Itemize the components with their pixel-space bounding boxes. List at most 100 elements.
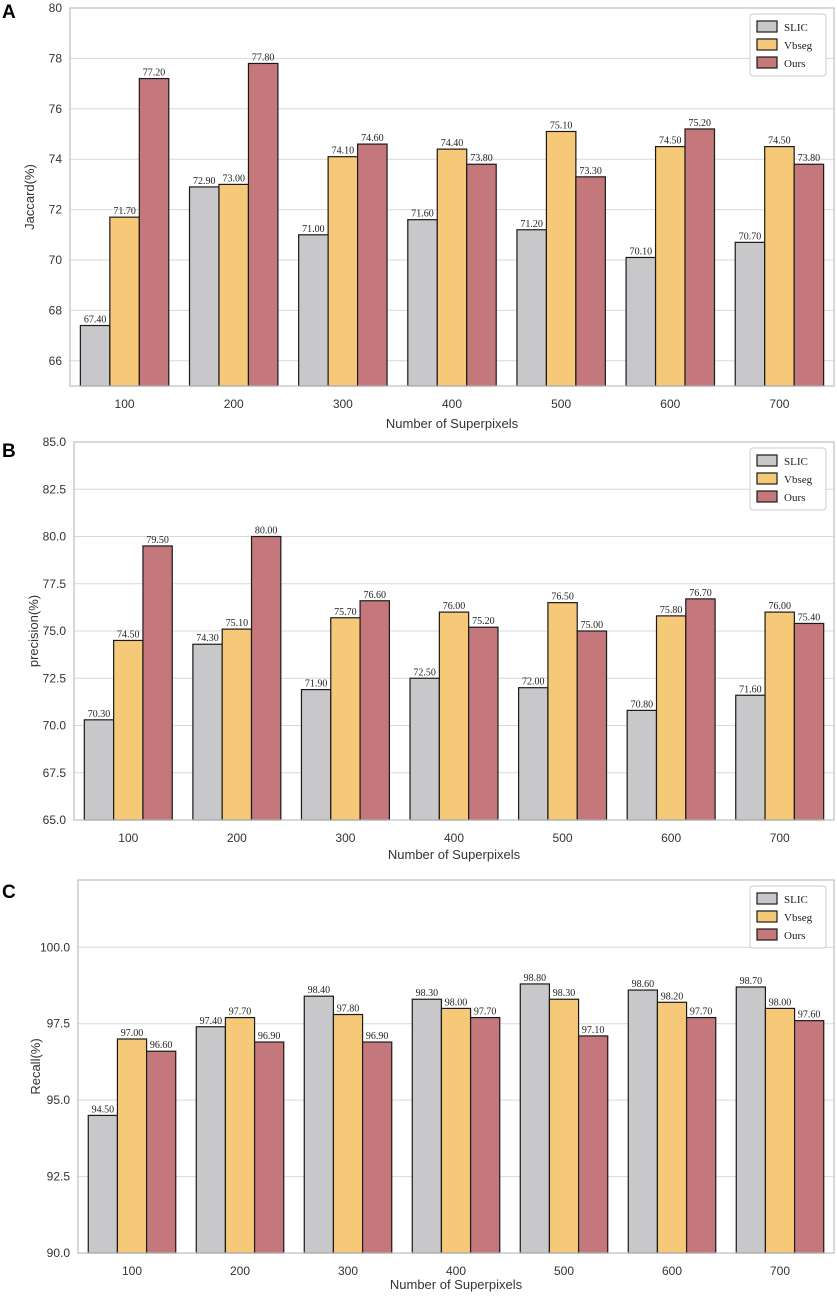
legend-label-ours: Ours	[784, 58, 805, 70]
bar-vbseg-300	[332, 1013, 364, 1254]
data-label: 98.30	[416, 988, 439, 999]
data-label: 70.70	[739, 231, 762, 242]
bar-slic-200	[195, 1026, 227, 1254]
data-label: 98.20	[661, 991, 684, 1002]
bar-ours-300	[356, 143, 388, 387]
data-label: 75.10	[226, 618, 249, 629]
legend: SLIC Vbseg Ours	[749, 13, 827, 77]
plot-frame	[73, 441, 835, 821]
bar-slic-600	[625, 256, 657, 387]
legend-swatch-ours	[756, 490, 778, 503]
data-label: 96.60	[150, 1040, 173, 1051]
bar-ours-100	[145, 1050, 177, 1254]
bar-vbseg-400	[438, 611, 470, 821]
bar-ours-500	[577, 1035, 609, 1254]
bar-ours-200	[247, 62, 279, 387]
x-tick-label: 700	[769, 397, 789, 411]
y-tick-label: 72.5	[43, 671, 67, 685]
y-tick-label: 92.5	[47, 1170, 71, 1184]
data-label: 80.00	[255, 526, 278, 537]
data-label: 96.90	[258, 1031, 281, 1042]
legend-swatch-vbseg	[756, 38, 778, 51]
y-tick-label: 78	[49, 51, 63, 65]
bar-vbseg-700	[764, 1007, 796, 1254]
bar-vbseg-500	[548, 998, 580, 1254]
data-label: 98.70	[740, 976, 763, 987]
y-tick-label: 80.0	[43, 530, 67, 544]
bar-ours-300	[359, 600, 391, 821]
bar-ours-100	[138, 77, 170, 387]
x-tick-label: 500	[551, 397, 571, 411]
data-label: 75.10	[550, 120, 573, 131]
y-tick-label: 77.5	[43, 577, 67, 591]
bar-slic-300	[303, 995, 335, 1254]
bar-ours-100	[142, 545, 173, 821]
data-label: 75.20	[472, 616, 495, 627]
y-tick-label: 74	[49, 152, 63, 166]
bar-vbseg-500	[545, 130, 577, 387]
y-axis-label: Recall(%)	[28, 1038, 43, 1094]
data-label: 70.30	[88, 709, 111, 720]
bar-vbseg-700	[764, 611, 795, 821]
bar-slic-400	[407, 219, 438, 387]
chart-panel-b: B 65.0 67.5 70.0 72.5 75.0 77.5 80.0 82.5 85.0 100…	[2, 435, 835, 862]
data-label: 97.40	[200, 1016, 223, 1027]
bar-vbseg-500	[547, 602, 578, 821]
data-label: 98.00	[769, 997, 792, 1008]
bar-vbseg-200	[218, 183, 250, 387]
legend-label-vbseg: Vbseg	[784, 474, 813, 486]
bar-ours-200	[253, 1041, 285, 1254]
data-label: 71.60	[739, 684, 762, 695]
bar-slic-600	[627, 989, 659, 1254]
x-tick-label: 100	[118, 831, 138, 845]
data-label: 98.80	[524, 973, 547, 984]
data-label: 73.80	[798, 153, 821, 164]
data-label: 71.60	[411, 209, 434, 220]
data-label: 73.00	[222, 173, 245, 184]
data-label: 67.40	[84, 315, 107, 326]
bar-slic-700	[735, 986, 767, 1254]
y-axis-label: Jaccard(%)	[22, 164, 37, 230]
data-label: 73.30	[579, 166, 602, 177]
legend-swatch-slic	[756, 20, 778, 33]
legend-swatch-vbseg	[756, 910, 778, 923]
data-label: 98.60	[632, 979, 655, 990]
data-label: 71.90	[305, 679, 328, 690]
x-tick-label: 300	[335, 831, 355, 845]
bar-vbseg-300	[330, 617, 361, 821]
y-tick-label: 85.0	[43, 435, 67, 449]
bar-slic-200	[188, 186, 220, 387]
data-label: 96.90	[366, 1031, 389, 1042]
y-tick-label: 75.0	[43, 624, 67, 638]
data-label: 77.20	[143, 68, 166, 79]
data-label: 76.50	[551, 592, 574, 603]
data-label: 97.70	[229, 1007, 252, 1018]
bar-slic-500	[516, 229, 548, 387]
x-tick-label: 100	[115, 397, 135, 411]
bar-vbseg-400	[436, 148, 468, 387]
bar-ours-200	[250, 535, 282, 821]
panel-letter: B	[2, 441, 16, 462]
x-axis-label: Number of Superpixels	[388, 847, 521, 862]
legend-label-slic: SLIC	[784, 456, 808, 468]
bar-slic-400	[409, 677, 440, 821]
x-tick-label: 500	[554, 1264, 574, 1278]
data-label: 77.80	[252, 52, 275, 63]
bar-vbseg-100	[113, 639, 144, 821]
bar-vbseg-400	[440, 1007, 472, 1254]
plot-frame	[77, 879, 835, 1254]
x-tick-label: 400	[442, 397, 462, 411]
bar-ours-600	[685, 1016, 717, 1254]
data-label: 71.70	[113, 206, 136, 217]
bar-slic-300	[300, 688, 332, 821]
x-tick-label: 200	[227, 831, 247, 845]
bar-vbseg-300	[327, 156, 359, 387]
bar-ours-300	[361, 1041, 393, 1254]
y-tick-label: 70.0	[43, 719, 67, 733]
bar-slic-100	[83, 719, 115, 821]
data-label: 75.40	[798, 612, 821, 623]
x-tick-label: 400	[444, 831, 464, 845]
data-label: 76.00	[443, 601, 466, 612]
x-tick-label: 700	[770, 831, 790, 845]
